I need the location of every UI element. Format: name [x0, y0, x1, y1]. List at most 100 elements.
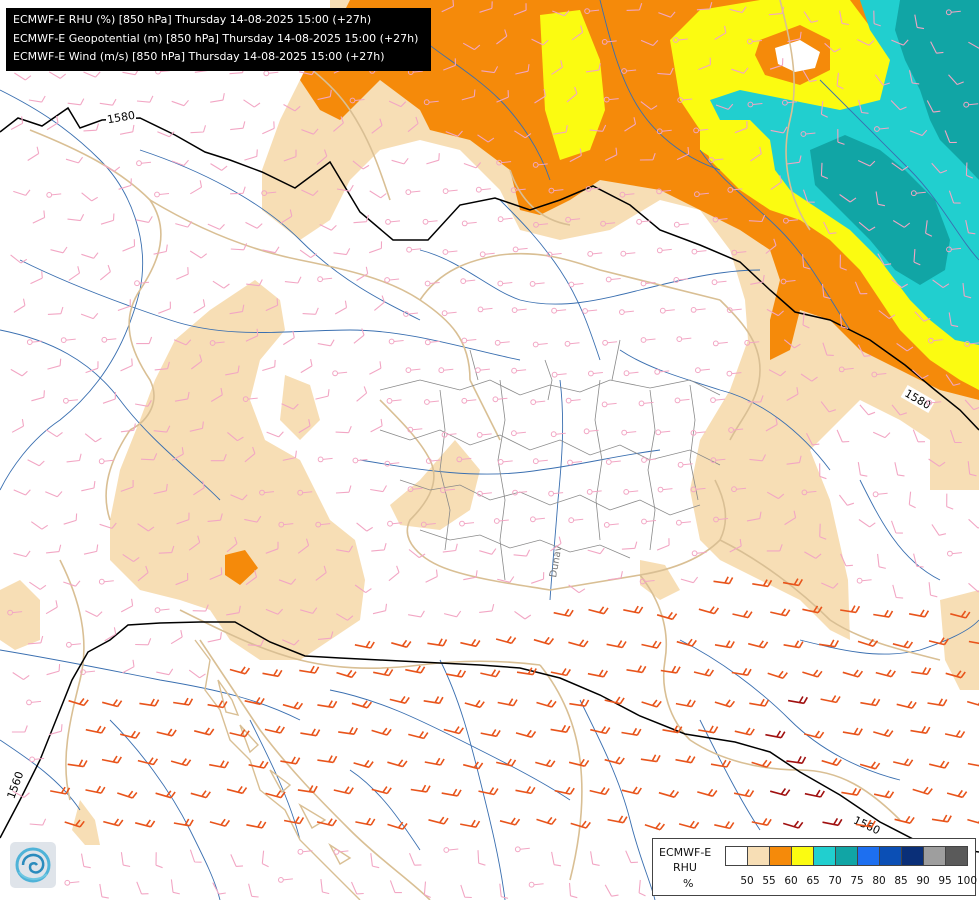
wind-calm-stem — [556, 432, 566, 435]
wind-barb — [137, 757, 159, 766]
wind-barb — [122, 553, 140, 563]
wind-barb — [585, 63, 601, 73]
wind-calm-stem — [391, 399, 402, 402]
wind-barb — [479, 1, 493, 13]
wind-calm-stem — [448, 848, 459, 851]
wind-barb — [856, 39, 875, 46]
wind-calm-marker — [497, 280, 504, 287]
wind-barb — [714, 821, 735, 830]
wind-calm-marker — [727, 187, 734, 193]
wind-barb — [426, 153, 440, 165]
wind-barb — [948, 74, 964, 86]
wind-barb — [965, 162, 974, 179]
wind-calm-marker — [568, 517, 575, 524]
wind-barb — [802, 70, 817, 83]
wind-calm-marker — [476, 432, 483, 438]
wind-barb — [156, 728, 177, 737]
wind-calm-marker — [26, 339, 33, 346]
wind-calm-stem — [876, 373, 887, 375]
wind-barb — [230, 494, 248, 501]
wind-barb — [621, 727, 642, 736]
ecmwf-logo-icon — [10, 842, 56, 888]
wind-calm-stem — [51, 193, 62, 196]
wind-barb — [227, 431, 244, 442]
wind-barb — [821, 582, 839, 589]
wind-barb — [442, 543, 458, 553]
wind-barb — [189, 849, 202, 863]
wind-barb — [782, 820, 804, 829]
wind-barb — [248, 883, 259, 898]
wind-barb — [729, 6, 747, 14]
wind-barb — [99, 98, 117, 106]
wind-barb — [552, 10, 570, 17]
wind-calm-marker — [641, 518, 647, 525]
wind-barb — [212, 882, 226, 895]
wind-barb — [68, 698, 89, 707]
wind-barb — [81, 192, 98, 202]
wind-barb — [892, 640, 914, 649]
wind-barb — [171, 99, 189, 107]
wind-barb — [499, 817, 521, 826]
wind-calm-marker — [548, 490, 554, 497]
wind-calm-stem — [678, 278, 689, 281]
wind-barb — [533, 636, 555, 645]
wind-calm-marker — [731, 486, 737, 493]
wind-calm-stem — [159, 608, 170, 611]
wind-barb — [640, 39, 659, 47]
wind-barb — [765, 238, 777, 254]
wind-barb — [175, 221, 193, 228]
wind-barb — [516, 667, 537, 676]
wind-calm-marker — [947, 550, 953, 557]
wind-barb — [926, 100, 941, 113]
wind-calm-marker — [871, 371, 878, 378]
wind-calm-stem — [516, 431, 526, 434]
wind-barb — [27, 146, 40, 161]
wind-barb — [714, 640, 735, 649]
wind-barb — [768, 6, 785, 16]
wind-barb — [748, 214, 766, 223]
wind-calm-marker — [657, 486, 664, 493]
wind-barb — [391, 639, 412, 648]
wind-barb — [836, 429, 850, 443]
wind-calm-stem — [592, 490, 602, 493]
wind-calm-stem — [682, 98, 693, 101]
legend-tick-label: 55 — [762, 875, 776, 887]
wind-calm-marker — [695, 367, 701, 374]
wind-calm-stem — [624, 310, 634, 313]
wind-barb — [101, 755, 122, 764]
wind-barb — [894, 462, 905, 477]
wind-calm-stem — [933, 339, 943, 342]
wind-barb — [930, 41, 944, 54]
wind-barb — [10, 254, 28, 264]
wind-barb — [693, 668, 715, 677]
wind-barb — [190, 125, 207, 134]
region-borders — [379, 339, 721, 581]
wind-calm-stem — [408, 312, 419, 315]
wind-calm-stem — [412, 428, 423, 431]
wind-barb — [352, 160, 370, 170]
wind-barb — [248, 760, 269, 769]
wind-barb — [495, 635, 517, 645]
wind-barb — [590, 851, 600, 866]
wind-calm-stem — [916, 191, 926, 194]
wind-calm-marker — [584, 8, 590, 15]
wind-calm-stem — [606, 402, 617, 405]
wind-calm-marker — [659, 307, 666, 314]
wind-barb — [50, 246, 68, 254]
wind-barb — [463, 570, 478, 581]
wind-calm-stem — [431, 459, 441, 462]
wind-barb — [946, 493, 954, 510]
wind-calm-stem — [322, 277, 333, 280]
wind-barb — [387, 821, 408, 830]
wind-barb — [194, 727, 215, 736]
wind-barb — [819, 523, 827, 540]
wind-barb — [299, 665, 320, 674]
wind-barb — [550, 724, 571, 733]
wind-barb — [85, 361, 99, 374]
wind-calm-stem — [679, 223, 689, 226]
wind-calm-stem — [626, 431, 637, 434]
wind-calm-stem — [390, 220, 401, 223]
wind-barb — [245, 328, 259, 342]
wind-barb — [441, 788, 462, 797]
